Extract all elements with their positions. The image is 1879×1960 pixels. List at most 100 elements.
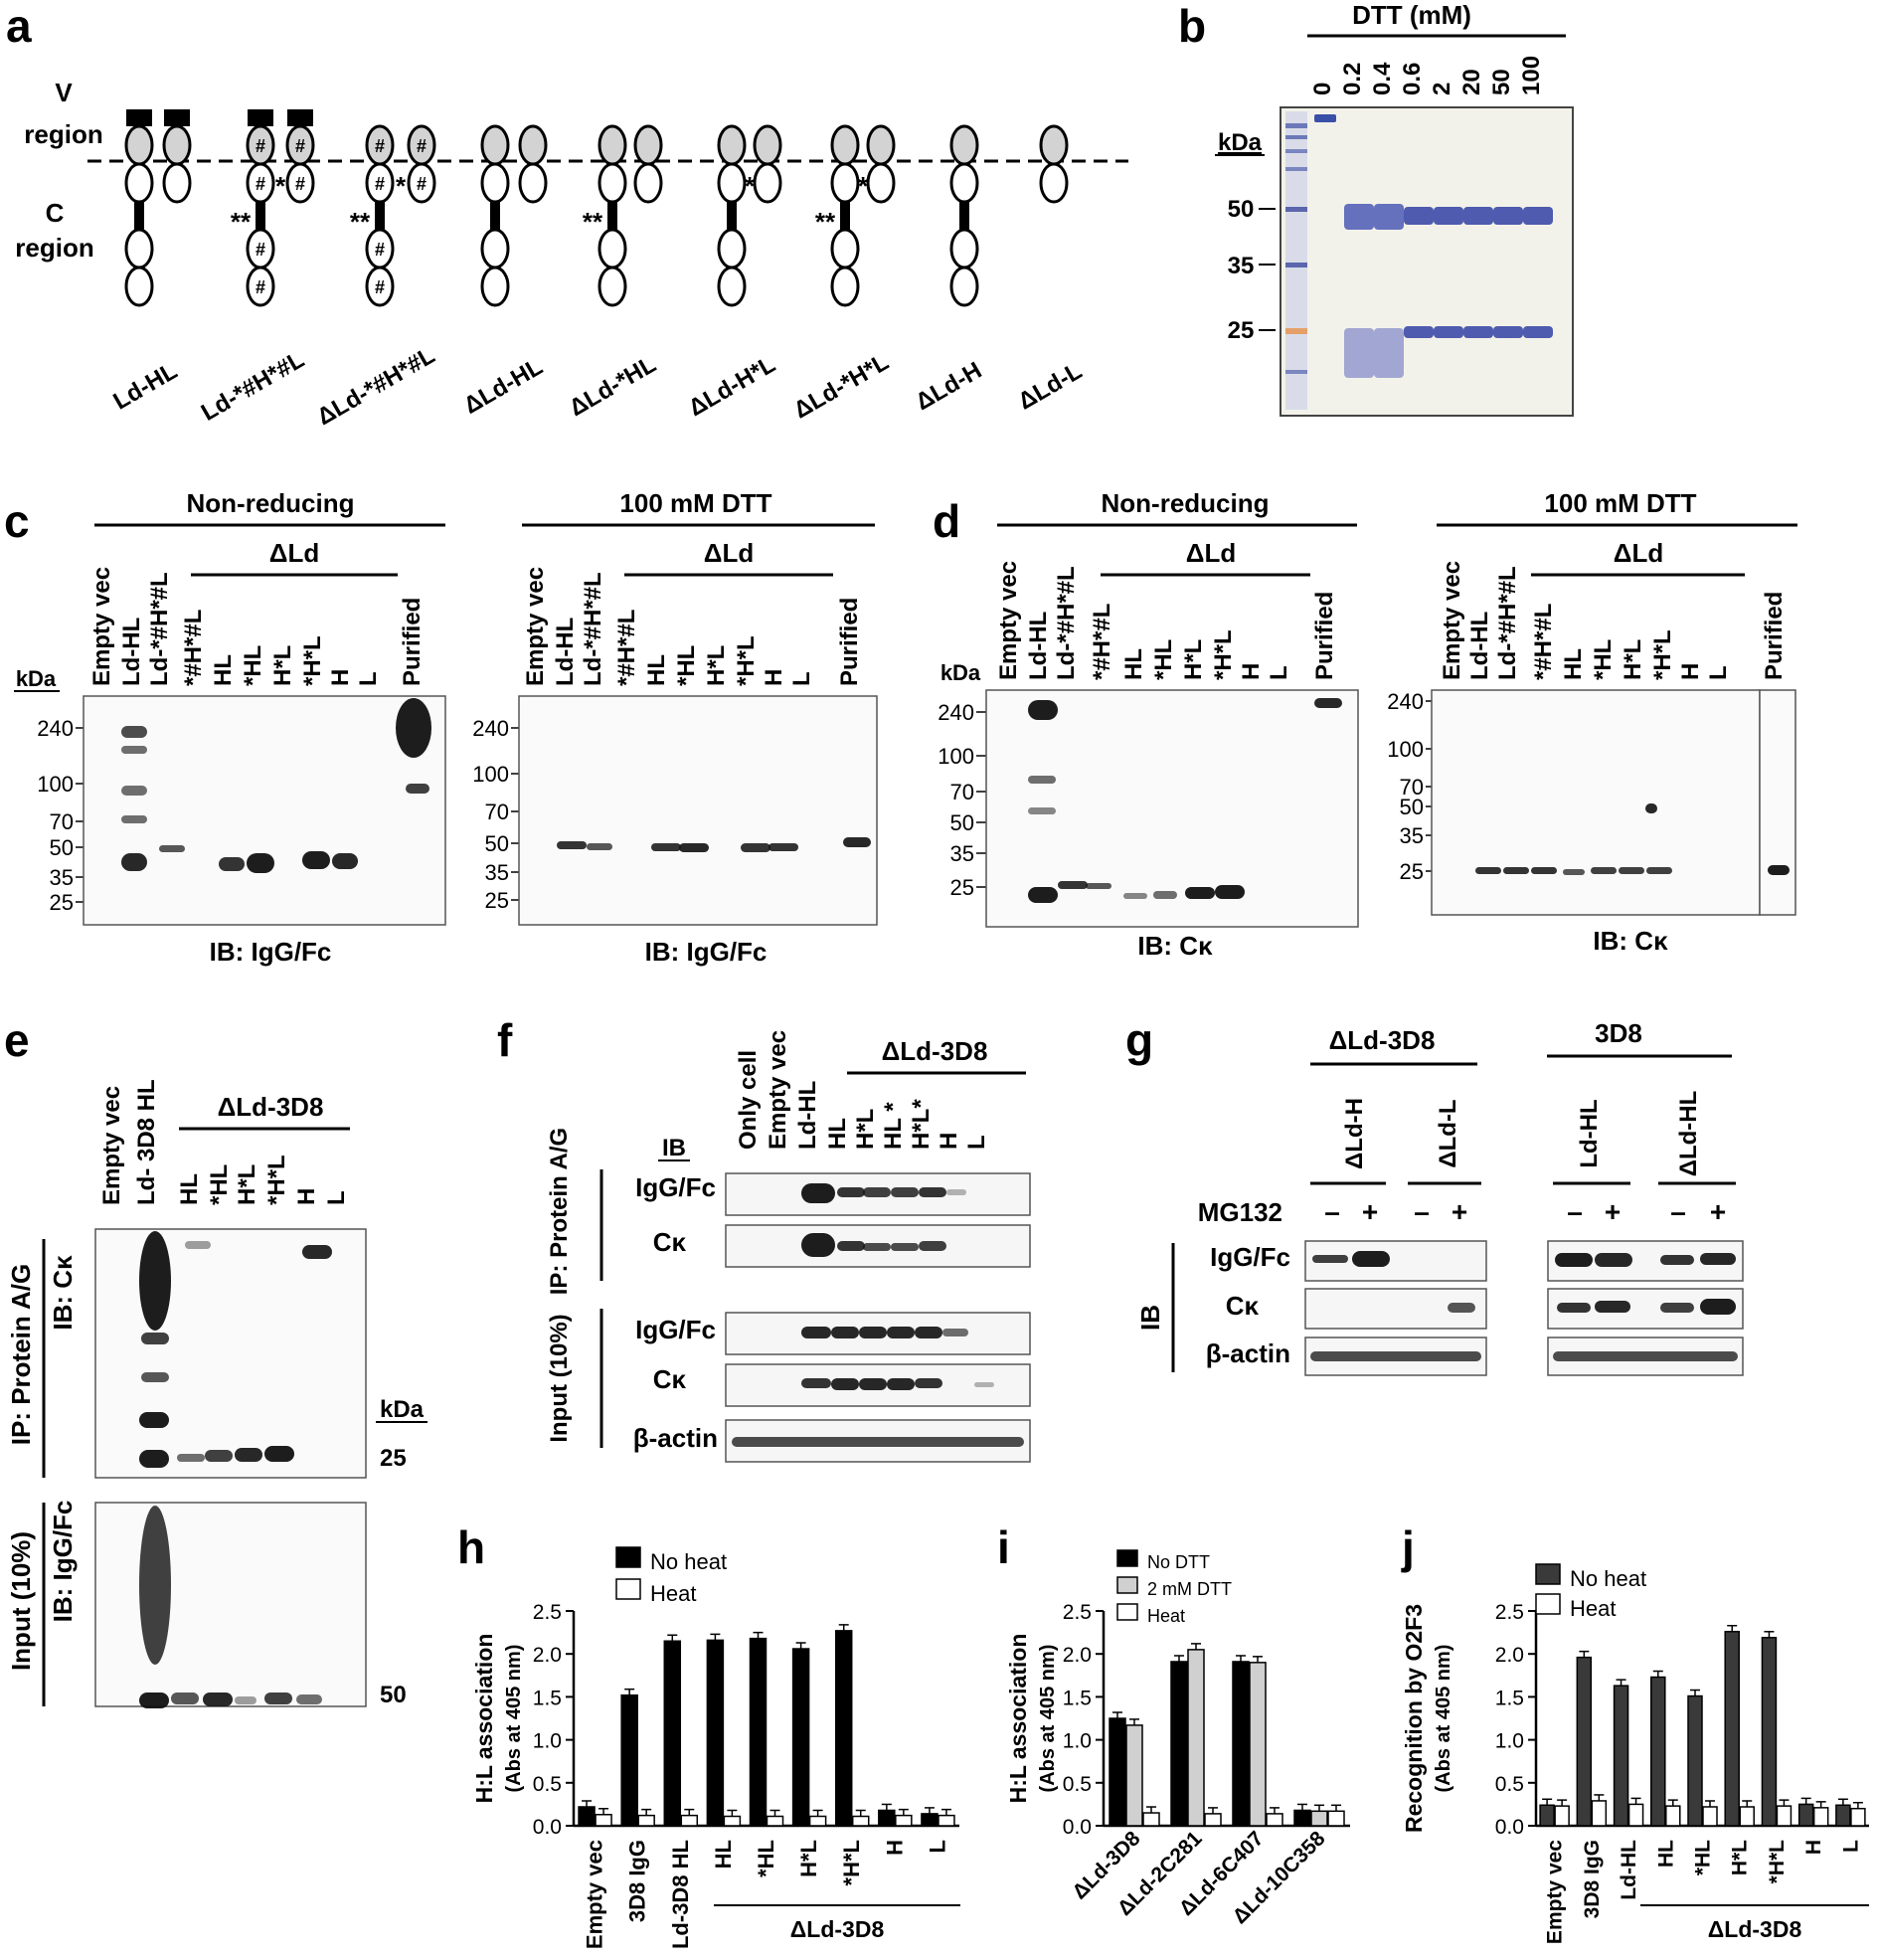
kda-marker-label: 35	[485, 860, 509, 885]
bar-secondary	[595, 1814, 612, 1827]
category-label: Empty vec	[1544, 1840, 1567, 1944]
panel-d-letter: d	[933, 495, 960, 547]
construct-label-9: ΔLd-L	[1014, 358, 1087, 416]
gel-band-light-chain	[1463, 326, 1493, 338]
ladder-band	[1285, 167, 1307, 171]
construct-label-2: Ld-*#H*#L	[197, 346, 309, 427]
legend-swatch	[1535, 1593, 1561, 1615]
blot-band	[121, 726, 147, 738]
blot-band	[1591, 867, 1617, 874]
lane-label: L	[355, 671, 382, 686]
lane-label: H	[936, 1133, 962, 1150]
bar-secondary	[851, 1815, 870, 1827]
blot-band	[1058, 881, 1088, 889]
bar-secondary	[1187, 1649, 1205, 1827]
panel-h-letter: h	[457, 1521, 485, 1573]
constant-domain	[598, 228, 627, 269]
category-label: HL	[711, 1840, 736, 1869]
dtt-lane-label: 0.2	[1339, 63, 1366, 95]
blot-band	[121, 853, 147, 871]
dtt-lane-label: 100	[1518, 56, 1545, 95]
lane-label: Ld- 3D8 HL	[133, 1079, 160, 1205]
e-marker-50: 50	[380, 1682, 407, 1708]
bar-secondary	[1665, 1805, 1681, 1827]
construct-label-6: ΔLd-H*L	[684, 351, 780, 422]
blot-band	[942, 1329, 968, 1336]
hinge-region	[134, 202, 144, 231]
g-group-right: 3D8	[1595, 1018, 1642, 1048]
bar-secondary	[766, 1815, 784, 1827]
c-left-lane-labels: Empty vec Ld-HL Ld-*#H*#L *#H*#L HL *HL H*L *H*…	[88, 567, 426, 686]
bar-primary	[620, 1693, 638, 1827]
blot-band	[332, 853, 358, 869]
blot-band	[1448, 1303, 1475, 1313]
kda-marker-label: 25	[1400, 859, 1424, 884]
mutation-hash-symbol: #	[295, 174, 305, 194]
blot-band	[1531, 867, 1557, 874]
y-tick-label: 1.5	[533, 1687, 562, 1709]
single-star-symbol: *	[275, 171, 286, 201]
category-label: L	[925, 1840, 949, 1853]
bar-secondary	[1266, 1813, 1283, 1827]
bar-primary	[1761, 1637, 1778, 1827]
f-group: ΔLd-3D8	[882, 1036, 988, 1066]
construct-label-8: ΔLd-H	[911, 357, 986, 416]
chart-i: 0.0 0.5 1.0 1.5 2.0 2.5 H:L association (Abs at…	[1005, 1549, 1350, 1928]
single-star-symbol: *	[858, 171, 869, 201]
bar-primary	[1797, 1803, 1814, 1827]
constant-domain	[830, 228, 860, 269]
lane-label: HL	[824, 1118, 851, 1150]
variable-domain	[633, 124, 663, 166]
constant-domain	[285, 162, 315, 204]
dtt-lane-label: 2	[1429, 83, 1455, 95]
legend-swatch	[1116, 1603, 1138, 1621]
e-ib-bottom-label: IB: IgG/Fc	[48, 1501, 78, 1623]
g-treatment: MG132	[1198, 1197, 1282, 1227]
blot-band	[919, 1241, 946, 1251]
e-ip-label: IP: Protein A/G	[6, 1264, 36, 1446]
category-label: *H*L	[839, 1840, 864, 1885]
blot-band	[741, 843, 770, 852]
f-ib-header: IB	[662, 1135, 686, 1161]
blot-band	[1645, 803, 1657, 813]
category-label: 3D8 IgG	[625, 1840, 650, 1922]
variable-domain	[717, 124, 747, 166]
c-right-condition: 100 mM DTT	[619, 488, 771, 518]
blot-band	[247, 853, 274, 873]
kda-marker-label: 240	[37, 716, 74, 741]
lane-label: L	[963, 1135, 990, 1150]
y-axis-label: (Abs at 405 nm)	[503, 1645, 525, 1793]
category-label: H*L	[1729, 1840, 1752, 1875]
bar-primary	[749, 1637, 768, 1827]
constant-domain	[1039, 162, 1069, 204]
blot-band	[891, 1243, 919, 1251]
blot-band	[1660, 1255, 1694, 1265]
blot-band	[1768, 865, 1790, 875]
gel-band-heavy-chain	[1374, 204, 1404, 230]
g-bands	[1310, 1251, 1738, 1361]
c-region-label-2: region	[15, 233, 93, 263]
blot-band	[837, 1241, 865, 1251]
constant-domain	[866, 162, 896, 204]
category-label: Empty vec	[583, 1840, 607, 1949]
blot-band	[141, 1333, 169, 1344]
y-tick-label: 1.0	[533, 1730, 562, 1753]
constant-domain	[717, 162, 747, 204]
ladder-band	[1285, 123, 1307, 128]
y-axis-label: (Abs at 405 nm)	[1037, 1645, 1059, 1793]
hinge-region	[256, 202, 265, 231]
variable-domain	[830, 124, 860, 166]
bar-primary	[706, 1639, 725, 1827]
constant-domain	[480, 228, 510, 269]
c-right-group: ΔLd	[704, 538, 754, 568]
lane-label: Empty vec	[1439, 561, 1465, 680]
gel-band-light-chain	[1434, 326, 1463, 338]
leader-peptide-box	[248, 109, 273, 126]
lane-label: *H*L	[299, 635, 326, 686]
variable-domain	[518, 124, 548, 166]
f-lane-labels: Only cell Empty vec Ld-HL HL H*L HL * H*L* H L	[735, 1030, 990, 1150]
blot-band	[831, 1378, 859, 1390]
d-left-markers: 240 100 70 50 35 25	[938, 700, 986, 900]
gel-bands	[1314, 114, 1553, 378]
mg132-sign: +	[1710, 1196, 1726, 1227]
